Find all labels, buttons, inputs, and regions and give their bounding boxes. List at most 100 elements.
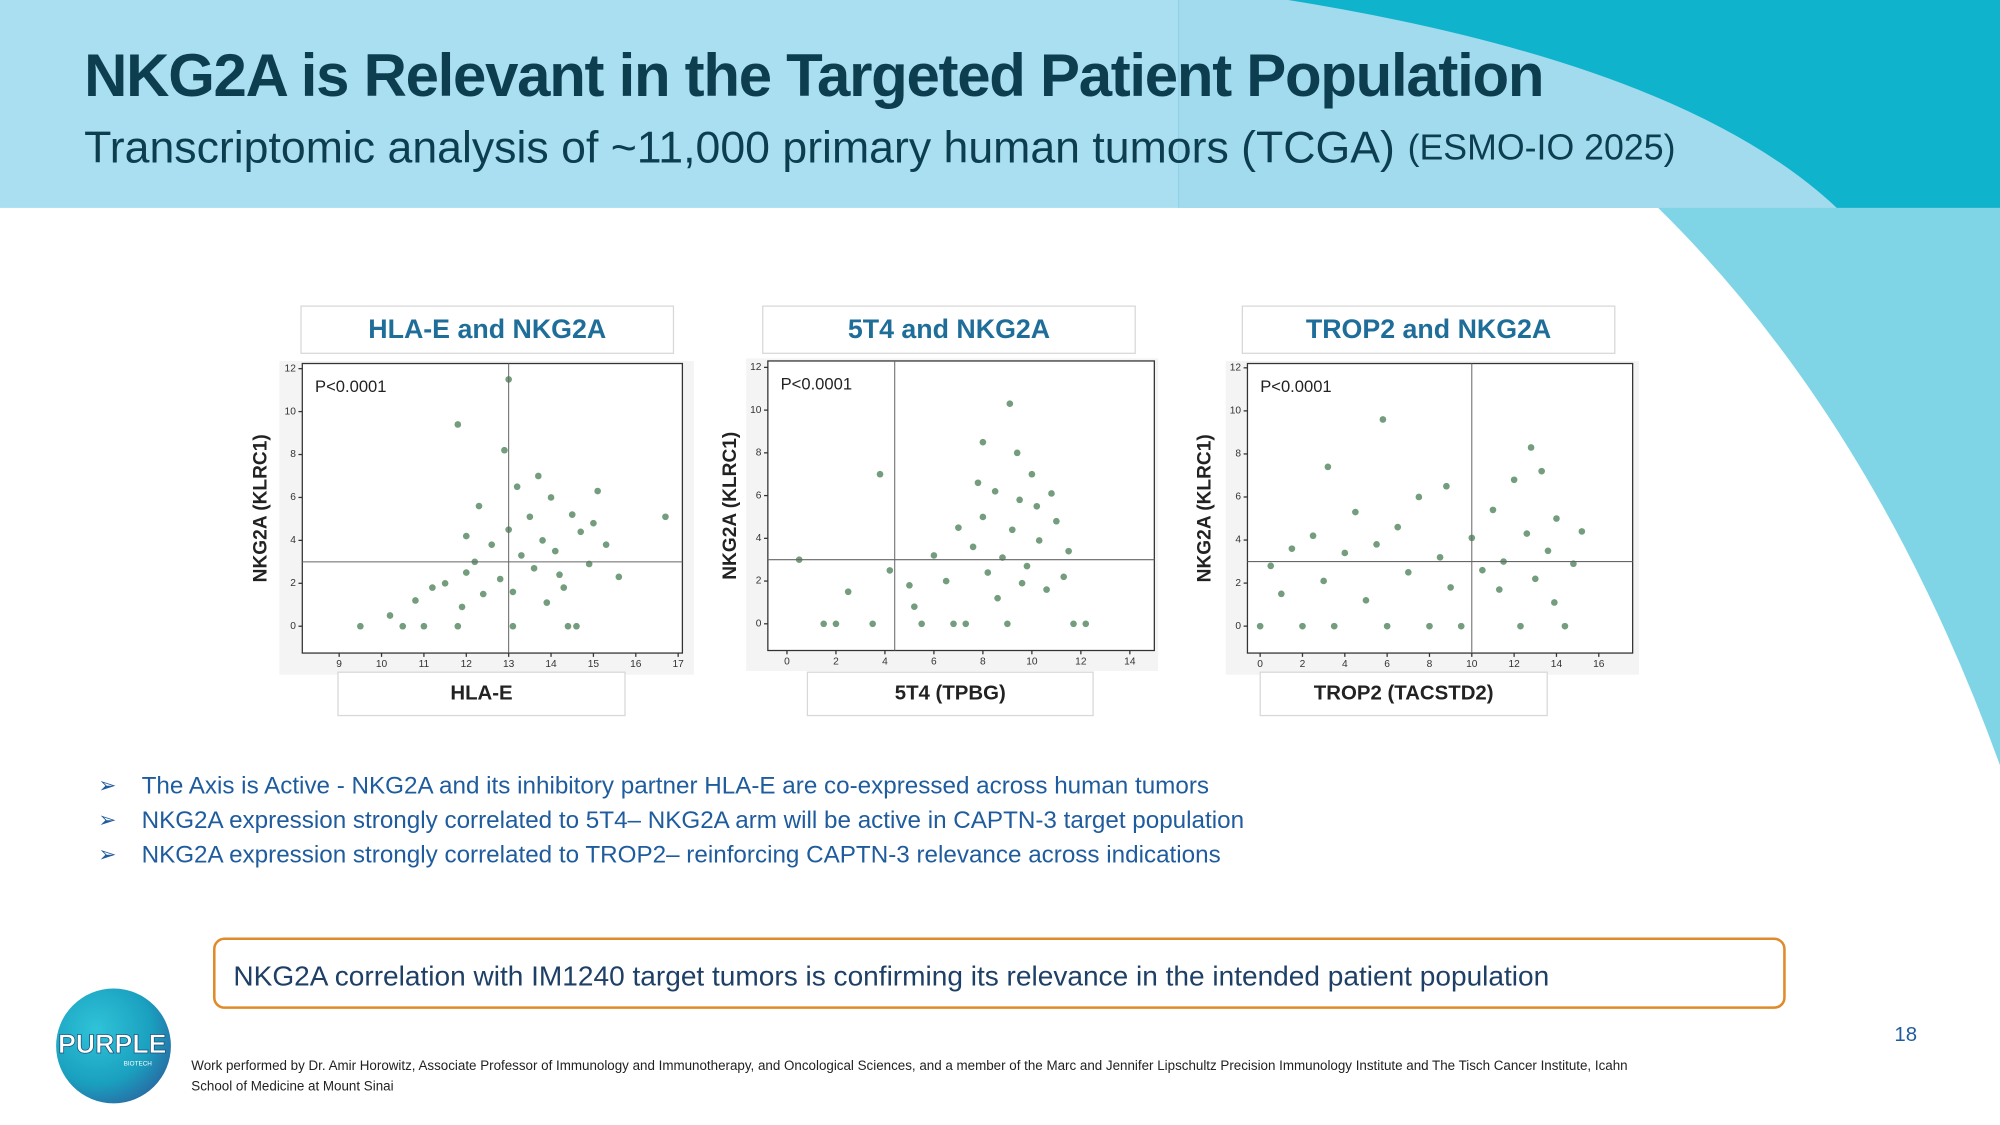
data-point [462,569,470,576]
p-value-annotation: P<0.0001 [781,375,852,394]
y-tick-label: 12 [1230,363,1242,374]
data-point [458,603,466,611]
x-tick-label: 14 [545,659,557,670]
data-point [1538,467,1545,475]
point-cloud [1256,416,1586,630]
y-tick-label: 0 [290,621,296,632]
plot-area [1246,362,1634,654]
data-point [475,502,483,510]
page-number: 18 [1894,1024,1917,1046]
data-point [420,622,428,630]
charts: HLA-E and NKG2A HLA-E NKG2A (KLRC1) 9 10 11 12… [251,305,1640,717]
data-point [535,472,542,480]
bullet-list: ➢ The Axis is Active - NKG2A and its inh… [98,772,1244,868]
subtitle-note: (ESMO-IO 2025) [1408,128,1676,168]
data-point [454,421,462,428]
data-point [1415,493,1423,501]
data-point [1404,569,1412,576]
data-point [1551,599,1558,606]
data-point [1383,622,1391,630]
y-tick-label: 12 [750,362,762,373]
x-tick-label: 8 [980,657,986,668]
data-point [844,588,852,596]
y-tick-label: 4 [1235,535,1241,546]
data-point [974,479,982,487]
data-point [1379,416,1387,423]
x-tick-label: 10 [1026,657,1038,668]
data-point [1352,508,1359,516]
data-point [1479,566,1486,574]
x-label-box [806,671,1094,717]
data-point [1553,515,1560,522]
y-tick-label: 6 [290,492,296,503]
data-point [399,622,407,630]
x-tick-label: 6 [931,657,937,668]
data-point [560,584,568,591]
data-point [1457,622,1465,630]
x-tick-label: 14 [1124,657,1136,668]
data-point [547,494,555,501]
plot-area [301,362,684,654]
y-tick-label: 8 [756,448,762,459]
subtitle-main: Transcriptomic analysis of ~11,000 prima… [84,123,1395,172]
data-point [820,620,828,628]
y-axis-label: NKG2A (KLRC1) [1194,434,1215,582]
x-tick-label: 16 [1593,659,1605,670]
data-point [1053,517,1060,525]
data-point [886,567,894,574]
x-tick-label: 13 [503,659,515,670]
data-point [1527,444,1535,451]
p-value-annotation: P<0.0001 [1260,377,1331,396]
y-tick-label: 6 [756,490,762,501]
bullet: NKG2A expression strongly correlated to … [142,807,1244,834]
data-point [906,582,913,589]
y-tick-label: 4 [756,533,762,544]
data-point [1320,577,1327,585]
x-tick-label: 6 [1384,659,1390,670]
data-point [513,483,521,491]
data-point [991,487,999,495]
x-tick-label: 16 [630,659,642,670]
y-tick-label: 10 [1230,406,1242,417]
data-point [955,524,962,531]
data-point [530,564,538,572]
y-tick-label: 8 [1235,449,1241,460]
x-tick-label: 2 [833,657,839,668]
data-point [1362,597,1370,604]
point-cloud [795,400,1090,628]
data-point [1035,537,1043,544]
data-point [662,513,669,521]
x-tick-label: 2 [1300,659,1306,670]
y-axis-label: NKG2A (KLRC1) [720,432,741,580]
data-point [1043,586,1050,593]
decor-crescent [1658,207,2000,766]
x-tick-label: 17 [672,659,684,670]
data-point [1256,622,1264,630]
data-point [1033,502,1041,510]
data-point [1065,547,1072,555]
data-point [543,599,551,606]
x-tick-label: 4 [1342,659,1348,670]
data-point [1028,470,1036,478]
x-tick-label: 12 [1508,659,1520,670]
data-point [984,569,992,576]
data-point [942,577,950,585]
y-tick-label: 4 [290,535,296,546]
data-point [590,519,597,527]
data-point [1495,586,1503,593]
x-tick-label: 11 [419,659,430,670]
x-tick-label: 15 [588,659,600,670]
data-point [462,532,470,540]
y-tick-label: 8 [290,449,296,460]
data-point [602,541,610,548]
x-tick-label: 4 [882,657,888,668]
x-tick-label: 12 [1075,657,1087,668]
footnote: Work performed by Dr. Amir Horowitz, Ass… [191,1058,1627,1073]
data-point [1048,490,1055,497]
data-point [539,537,546,544]
chart-title: TROP2 and NKG2A [1306,314,1551,344]
data-point [930,552,938,559]
title-box [762,305,1136,354]
callout-box [213,937,1786,1009]
